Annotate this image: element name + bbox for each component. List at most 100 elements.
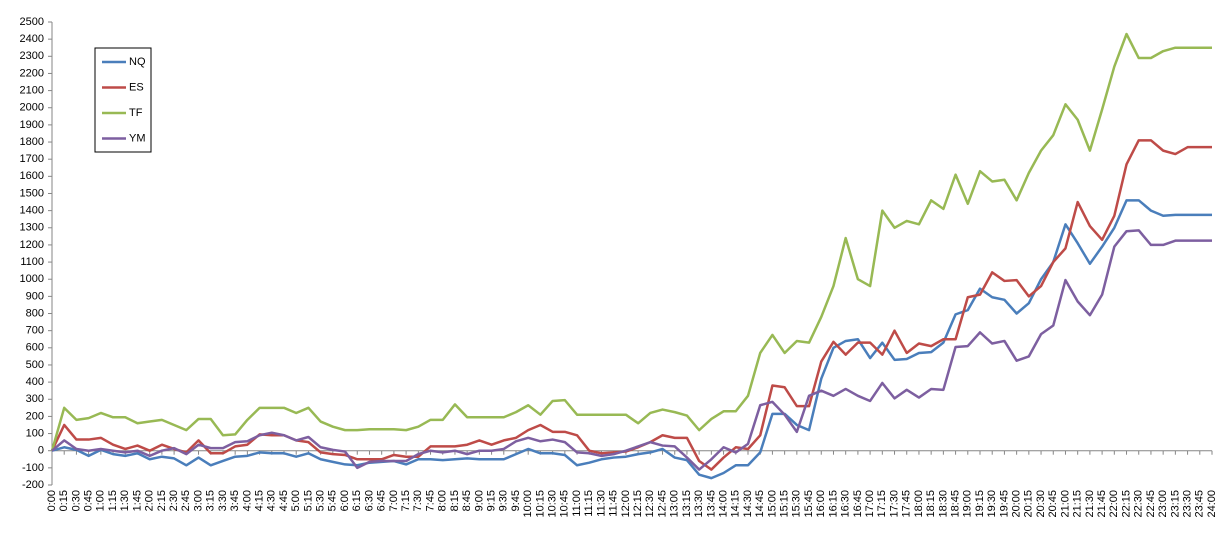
- x-tick-label: 12:15: [632, 490, 644, 518]
- y-tick-label: 800: [26, 307, 44, 319]
- x-tick-label: 9:00: [473, 490, 485, 511]
- y-tick-label: 2200: [20, 67, 44, 79]
- x-tick-label: 6:45: [376, 490, 388, 511]
- x-tick-label: 6:00: [339, 490, 351, 511]
- x-tick-label: 22:30: [1133, 490, 1145, 518]
- x-tick-label: 13:00: [669, 490, 681, 518]
- x-tick-label: 3:15: [205, 490, 217, 511]
- y-tick-label: 2500: [20, 16, 44, 28]
- x-tick-label: 22:45: [1145, 490, 1157, 518]
- x-tick-label: 20:15: [1023, 490, 1035, 518]
- x-tick-label: 20:30: [1035, 490, 1047, 518]
- y-tick-label: 1800: [20, 136, 44, 148]
- series-line: [50, 32, 1212, 452]
- x-tick-label: 5:00: [290, 490, 302, 511]
- x-tick-label: 2:45: [180, 490, 192, 511]
- x-tick-label: 4:30: [266, 490, 278, 511]
- legend-label: NQ: [129, 56, 146, 68]
- x-tick-label: 21:00: [1059, 490, 1071, 518]
- x-tick-label: 19:00: [962, 490, 974, 518]
- x-tick-label: 11:30: [595, 490, 607, 517]
- y-tick-label: 700: [26, 325, 44, 337]
- x-tick-label: 18:00: [913, 490, 925, 518]
- y-tick-label: 1900: [20, 119, 44, 131]
- x-tick-label: 14:30: [742, 490, 754, 518]
- x-tick-label: 4:15: [253, 490, 265, 511]
- x-tick-label: 13:15: [681, 490, 693, 518]
- x-tick-label: 2:30: [168, 490, 180, 511]
- x-tick-label: 15:15: [779, 490, 791, 518]
- x-tick-label: 1:15: [107, 490, 119, 511]
- x-tick-label: 13:45: [705, 490, 717, 518]
- x-tick-label: 15:30: [791, 490, 803, 518]
- x-tick-label: 0:15: [58, 490, 70, 511]
- legend-label: TF: [129, 107, 143, 119]
- x-tick-label: 22:15: [1120, 490, 1132, 518]
- x-tick-label: 0:30: [70, 490, 82, 511]
- x-tick-label: 11:15: [583, 490, 595, 517]
- x-tick-label: 1:45: [131, 490, 143, 511]
- y-tick-label: 1500: [20, 187, 44, 199]
- series-line: [51, 229, 1212, 471]
- x-tick-label: 3:45: [229, 490, 241, 511]
- x-tick-label: 4:45: [278, 490, 290, 511]
- x-tick-label: 11:00: [571, 490, 583, 517]
- x-tick-label: 8:00: [437, 490, 449, 511]
- x-tick-label: 9:15: [485, 490, 497, 511]
- y-tick-label: 1200: [20, 239, 44, 251]
- x-tick-label: 22:00: [1108, 490, 1120, 518]
- x-tick-label: 15:45: [803, 490, 815, 518]
- x-tick-label: 1:00: [95, 490, 107, 511]
- x-tick-label: 10:15: [534, 490, 546, 518]
- x-tick-label: 10:30: [547, 490, 559, 518]
- x-tick-label: 4:00: [241, 490, 253, 511]
- x-tick-label: 2:15: [156, 490, 168, 511]
- x-tick-label: 12:30: [644, 490, 656, 518]
- x-tick-label: 10:00: [522, 490, 534, 518]
- x-tick-label: 8:15: [449, 490, 461, 511]
- x-tick-label: 17:45: [901, 490, 913, 518]
- legend-box: [94, 47, 152, 153]
- x-tick-label: 16:45: [852, 490, 864, 518]
- y-tick-label: 1400: [20, 205, 44, 217]
- legend-label: YM: [129, 132, 146, 144]
- x-tick-label: 2:00: [144, 490, 156, 511]
- x-tick-label: 18:30: [937, 490, 949, 518]
- x-tick-label: 18:15: [925, 490, 937, 518]
- legend-label: ES: [129, 81, 144, 93]
- y-tick-label: -100: [22, 462, 44, 474]
- x-tick-label: 6:30: [363, 490, 375, 511]
- x-tick-label: 11:45: [608, 490, 620, 517]
- x-tick-label: 17:15: [876, 490, 888, 518]
- x-tick-label: 21:15: [1072, 490, 1084, 518]
- x-tick-label: 15:00: [766, 490, 778, 518]
- x-tick-label: 23:45: [1194, 490, 1206, 518]
- x-tick-label: 19:15: [974, 490, 986, 518]
- x-tick-label: 9:45: [510, 490, 522, 511]
- x-tick-label: 12:00: [620, 490, 632, 518]
- x-tick-label: 7:45: [424, 490, 436, 511]
- x-tick-label: 17:30: [888, 490, 900, 518]
- x-tick-label: 23:30: [1181, 490, 1193, 518]
- x-tick-label: 19:30: [986, 490, 998, 518]
- x-tick-label: 5:30: [315, 490, 327, 511]
- x-tick-label: 21:45: [1096, 490, 1108, 518]
- x-tick-label: 23:00: [1157, 490, 1169, 518]
- x-tick-label: 19:45: [998, 490, 1010, 518]
- y-tick-label: 1300: [20, 222, 44, 234]
- y-tick-label: 1000: [20, 273, 44, 285]
- x-tick-label: 24:00: [1206, 490, 1218, 518]
- x-tick-label: 3:00: [192, 490, 204, 511]
- y-tick-label: 2000: [20, 102, 44, 114]
- y-tick-label: 0: [38, 445, 44, 457]
- y-tick-label: 2400: [20, 33, 44, 45]
- y-tick-label: 1600: [20, 170, 44, 182]
- x-tick-label: 14:00: [717, 490, 729, 518]
- x-tick-label: 20:45: [1047, 490, 1059, 518]
- x-tick-label: 14:15: [730, 490, 742, 518]
- y-tick-label: 2300: [20, 50, 44, 62]
- y-tick-label: 500: [26, 359, 44, 371]
- x-tick-label: 16:00: [815, 490, 827, 518]
- x-tick-label: 3:30: [217, 490, 229, 511]
